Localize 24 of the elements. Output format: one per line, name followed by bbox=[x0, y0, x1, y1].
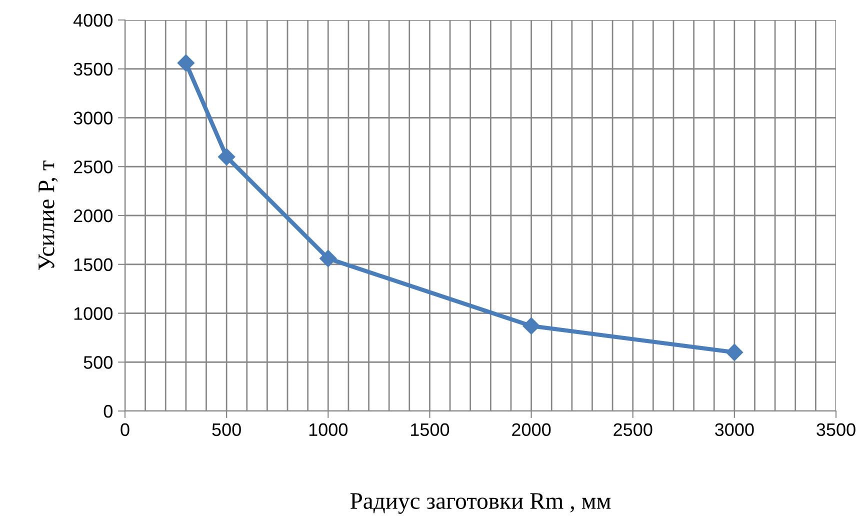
x-tick-label: 1000 bbox=[309, 423, 348, 436]
point bbox=[177, 54, 194, 72]
y-tick-label: 500 bbox=[84, 356, 112, 369]
y-axis-title: Усилие P, т bbox=[38, 160, 58, 270]
y-tick-label: 3500 bbox=[74, 62, 112, 76]
point bbox=[218, 148, 236, 166]
x-tick-label: 0 bbox=[120, 423, 130, 436]
x-tick-label: 2000 bbox=[512, 423, 551, 436]
y-tick-label: 3000 bbox=[74, 112, 112, 124]
x-tick-label: 3500 bbox=[816, 423, 856, 436]
y-tick-label: 1500 bbox=[74, 258, 112, 272]
point bbox=[320, 250, 337, 268]
x-axis-title: Радиус заготовки Rm , мм bbox=[350, 493, 611, 514]
point bbox=[726, 344, 743, 361]
x-tick-label: 3000 bbox=[715, 423, 754, 436]
x-tick-label: 1500 bbox=[411, 423, 450, 436]
y-tick-label: 2000 bbox=[74, 209, 112, 222]
point bbox=[522, 317, 540, 335]
x-tick-label: 2500 bbox=[614, 423, 652, 436]
y-tick-label: 0 bbox=[104, 404, 112, 418]
y-tick-label: 1000 bbox=[74, 307, 112, 320]
y-tick-label: 2500 bbox=[74, 160, 112, 174]
x-tick-label: 500 bbox=[212, 423, 241, 436]
y-tick-label: 4000 bbox=[73, 14, 112, 27]
